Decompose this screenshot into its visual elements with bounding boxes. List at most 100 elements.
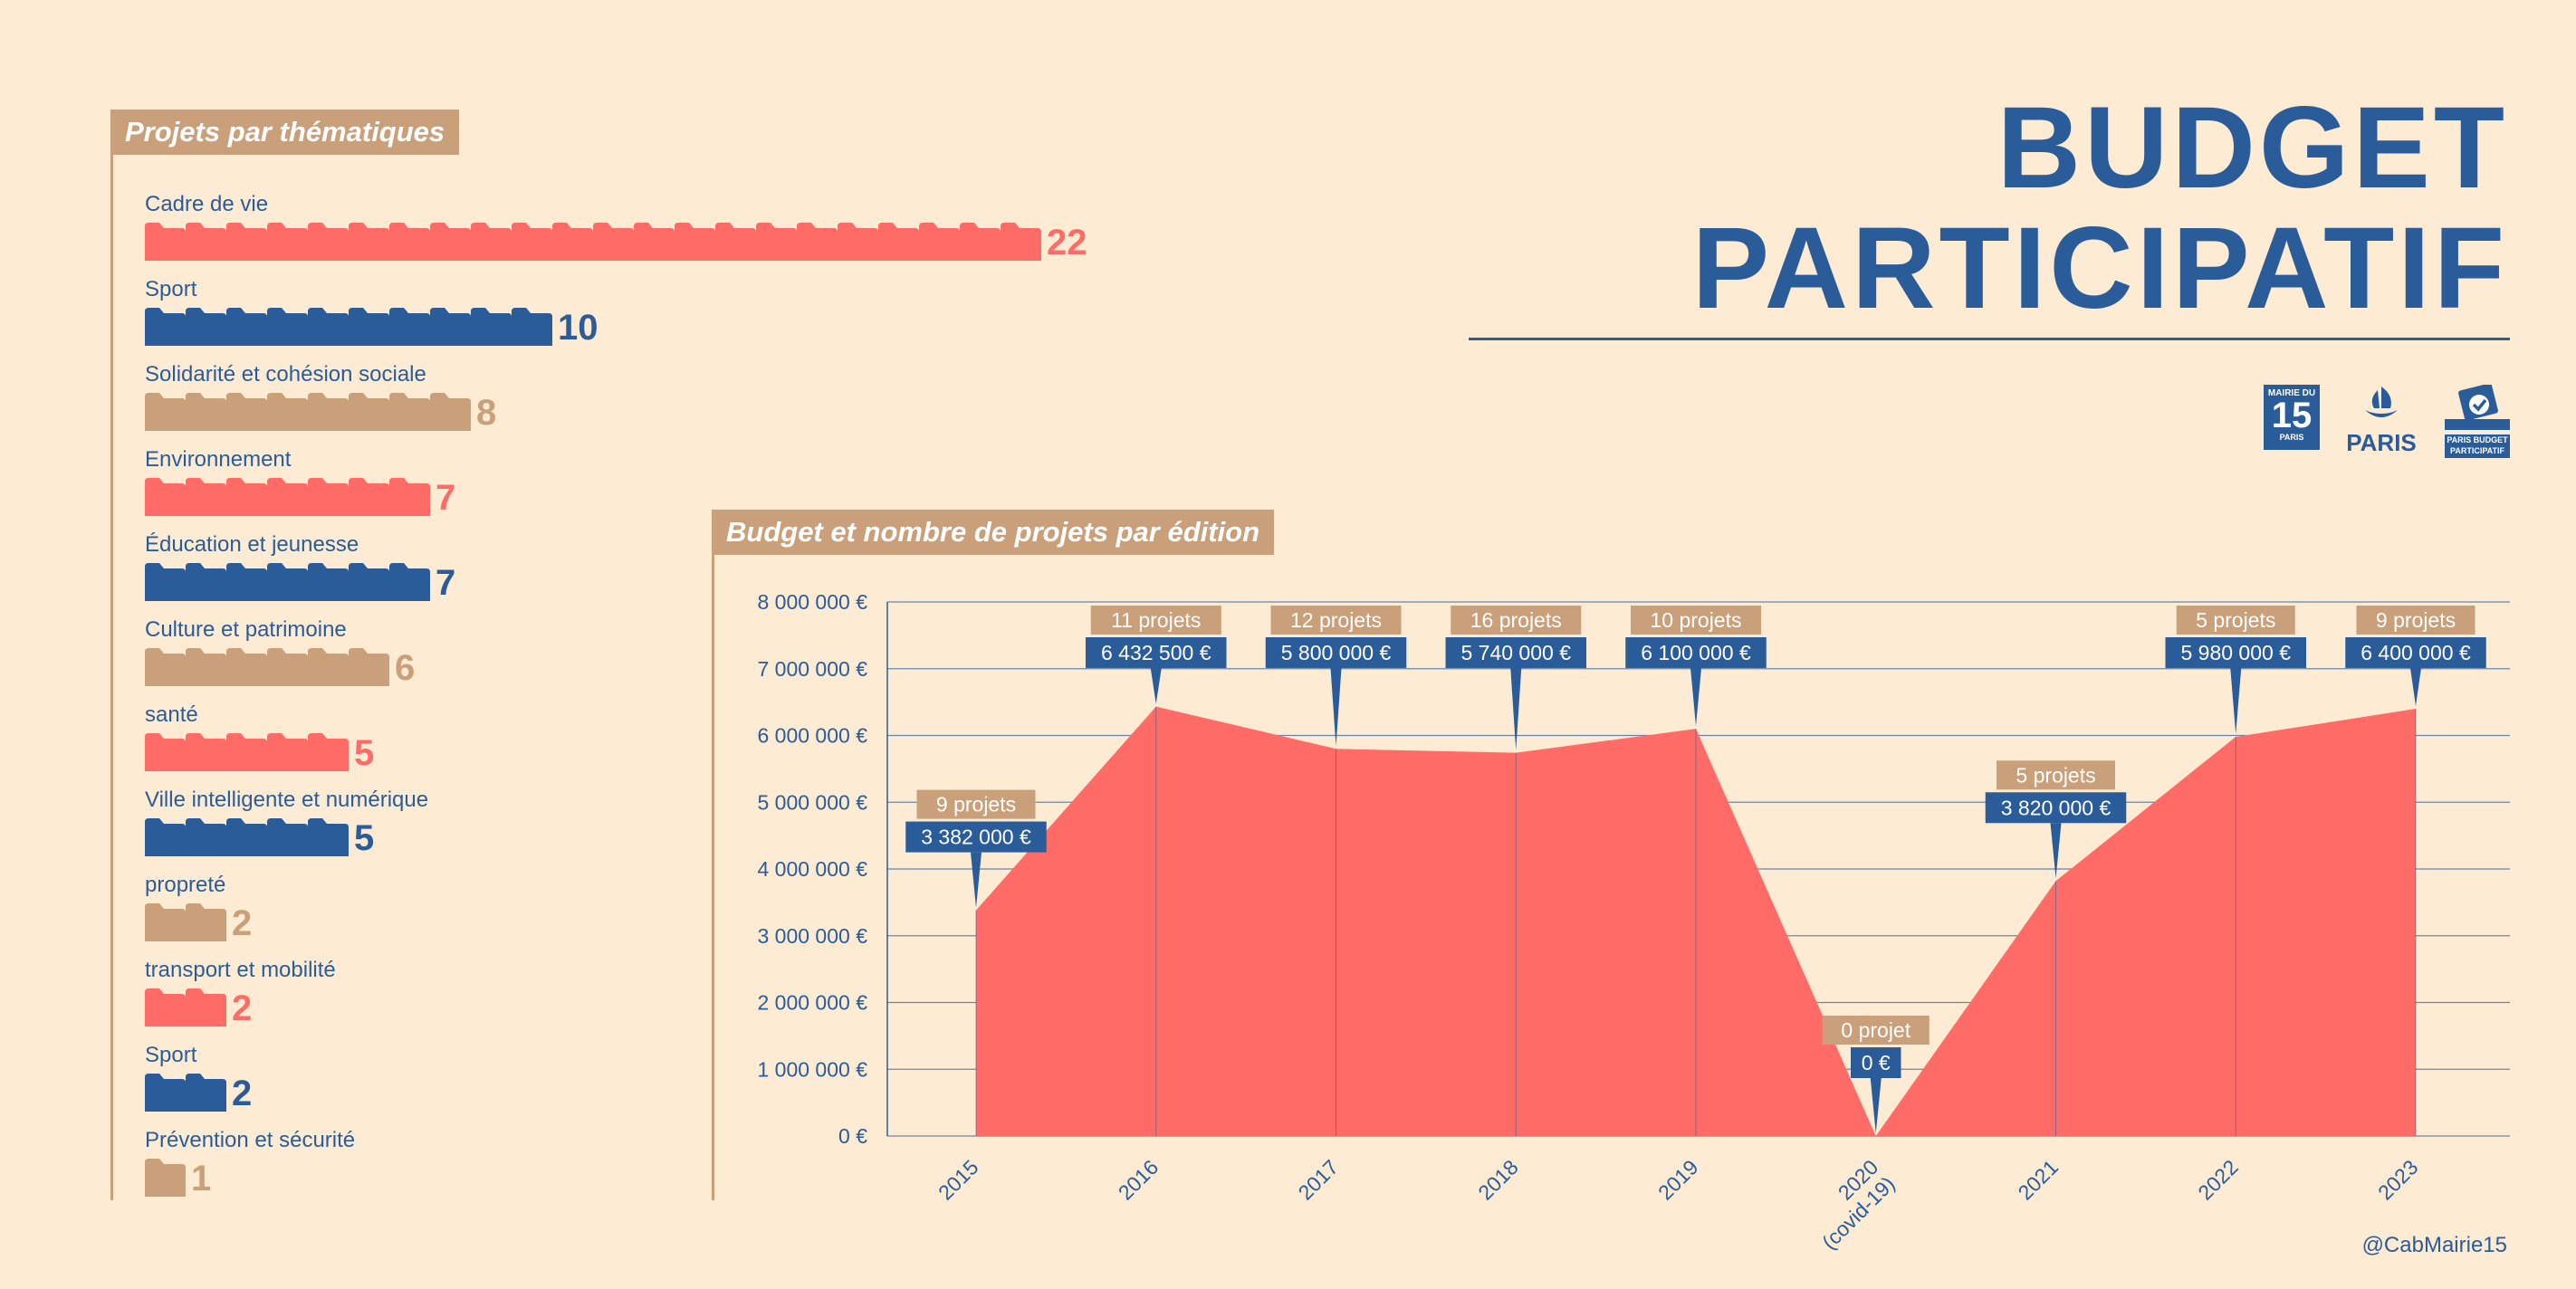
theme-count: 2 xyxy=(232,1074,253,1113)
folder-icon xyxy=(389,563,430,601)
theme-row: Sport 2 xyxy=(145,1043,1050,1128)
y-tick-label: 5 000 000 € xyxy=(757,790,867,814)
projects-label: 5 projets xyxy=(2196,608,2275,632)
thematiques-heading: Projets par thématiques xyxy=(110,110,460,155)
theme-row: Culture et patrimoine 6 xyxy=(145,617,1050,702)
value-callout xyxy=(2345,637,2486,668)
folder-icon xyxy=(389,223,430,261)
folder-icon xyxy=(226,818,267,856)
value-label: 6 100 000 € xyxy=(1641,641,1751,664)
y-tick-label: 7 000 000 € xyxy=(757,657,867,681)
projects-callout xyxy=(1822,1016,1930,1045)
theme-row: transport et mobilité 2 xyxy=(145,958,1050,1043)
projects-callout xyxy=(1997,760,2115,790)
ballot-box-icon xyxy=(2445,383,2510,430)
folder-icon xyxy=(389,478,430,516)
x-tick-label: 2022 xyxy=(2193,1155,2243,1205)
page-title-line2: PARTICIPATIF xyxy=(1691,204,2508,333)
folder-icon xyxy=(186,903,226,941)
projects-label: 9 projets xyxy=(2376,608,2456,632)
theme-count: 5 xyxy=(354,733,375,773)
theme-count: 7 xyxy=(436,478,456,518)
value-callout xyxy=(1625,637,1767,668)
theme-row: santé 5 xyxy=(145,702,1050,788)
x-tick-label-line: 2023 xyxy=(2373,1155,2423,1205)
folder-icon xyxy=(186,308,226,346)
paris-boat-icon xyxy=(2365,387,2398,417)
folder-icon xyxy=(226,478,267,516)
callout-pointer xyxy=(1330,668,1342,747)
callout-pointer xyxy=(1870,1078,1882,1133)
value-label: 5 980 000 € xyxy=(2180,641,2291,664)
folder-icon xyxy=(145,1159,186,1197)
x-tick-label-line: 2018 xyxy=(1473,1155,1523,1205)
x-tick-label-line: 2016 xyxy=(1114,1155,1164,1205)
folder-icon xyxy=(145,478,186,516)
x-tick-label: 2016 xyxy=(1114,1155,1164,1205)
folder-icon xyxy=(349,648,389,686)
theme-count: 10 xyxy=(558,308,599,348)
folder-icon xyxy=(308,648,349,686)
theme-row: Éducation et jeunesse 7 xyxy=(145,532,1050,617)
folder-icon xyxy=(145,733,186,771)
folder-icon xyxy=(512,308,552,346)
folder-icon xyxy=(349,223,389,261)
theme-count: 6 xyxy=(395,648,416,688)
title-rule xyxy=(1469,338,2510,340)
folder-icon xyxy=(471,308,512,346)
theme-label: Solidarité et cohésion sociale xyxy=(145,362,426,387)
folder-icon xyxy=(145,818,186,856)
folder-icon xyxy=(186,393,226,431)
theme-row: propreté 2 xyxy=(145,873,1050,958)
folder-icon xyxy=(145,648,186,686)
mairie-logo-number: 15 xyxy=(2271,396,2313,435)
theme-bar: 7 xyxy=(145,563,455,601)
x-tick-label: 2017 xyxy=(1293,1155,1343,1205)
folder-icon xyxy=(715,223,756,261)
theme-count: 2 xyxy=(232,988,253,1028)
value-label: 6 432 500 € xyxy=(1101,641,1211,664)
value-label: 5 800 000 € xyxy=(1281,641,1392,664)
value-callout xyxy=(1265,637,1407,668)
y-tick-label: 3 000 000 € xyxy=(757,924,867,948)
theme-bar: 6 xyxy=(145,648,415,686)
theme-row: Prévention et sécurité 1 xyxy=(145,1128,1050,1213)
theme-label: Culture et patrimoine xyxy=(145,617,347,642)
folder-icon xyxy=(226,563,267,601)
theme-label: Prévention et sécurité xyxy=(145,1128,356,1152)
x-tick-label-line: 2021 xyxy=(2013,1155,2063,1205)
budget-logo-line1: PARIS BUDGET xyxy=(2447,435,2508,444)
folder-icon xyxy=(145,563,186,601)
theme-row: Solidarité et cohésion sociale 8 xyxy=(145,362,1050,447)
projects-callout xyxy=(1270,606,1402,635)
folder-icon xyxy=(308,478,349,516)
chart-heading: Budget et nombre de projets par édition xyxy=(712,510,1275,555)
x-tick-label: 2021 xyxy=(2013,1155,2063,1205)
theme-label: Environnement xyxy=(145,447,292,472)
budget-participatif-logo: PARIS BUDGET PARTICIPATIF xyxy=(2445,383,2510,458)
folder-icon xyxy=(634,223,675,261)
projects-label: 16 projets xyxy=(1470,608,1562,632)
x-tick-label: 2019 xyxy=(1653,1155,1703,1205)
folder-icon xyxy=(838,223,878,261)
folder-icon xyxy=(186,818,226,856)
theme-row: Ville intelligente et numérique 5 xyxy=(145,788,1050,873)
projects-label: 11 projets xyxy=(1111,608,1201,632)
folder-icon xyxy=(186,563,226,601)
thematiques-divider xyxy=(110,155,113,1200)
folder-icon xyxy=(552,223,593,261)
thematiques-list: Cadre de vie 22 Sport 10 Solidarité et cohés… xyxy=(145,192,1087,1213)
folder-icon xyxy=(308,223,349,261)
folder-icon xyxy=(308,393,349,431)
folder-icon xyxy=(919,223,960,261)
folder-icon xyxy=(145,903,186,941)
projects-label: 10 projets xyxy=(1650,608,1741,632)
folder-icon xyxy=(1001,223,1041,261)
value-label: 0 € xyxy=(1862,1051,1891,1074)
theme-count: 7 xyxy=(436,563,456,603)
mairie-15-logo: MAIRIE DU 15 PARIS xyxy=(2264,385,2320,450)
theme-count: 22 xyxy=(1047,223,1087,263)
value-label: 5 740 000 € xyxy=(1460,641,1571,664)
folder-icon xyxy=(186,988,226,1026)
projects-callout xyxy=(2356,606,2475,635)
